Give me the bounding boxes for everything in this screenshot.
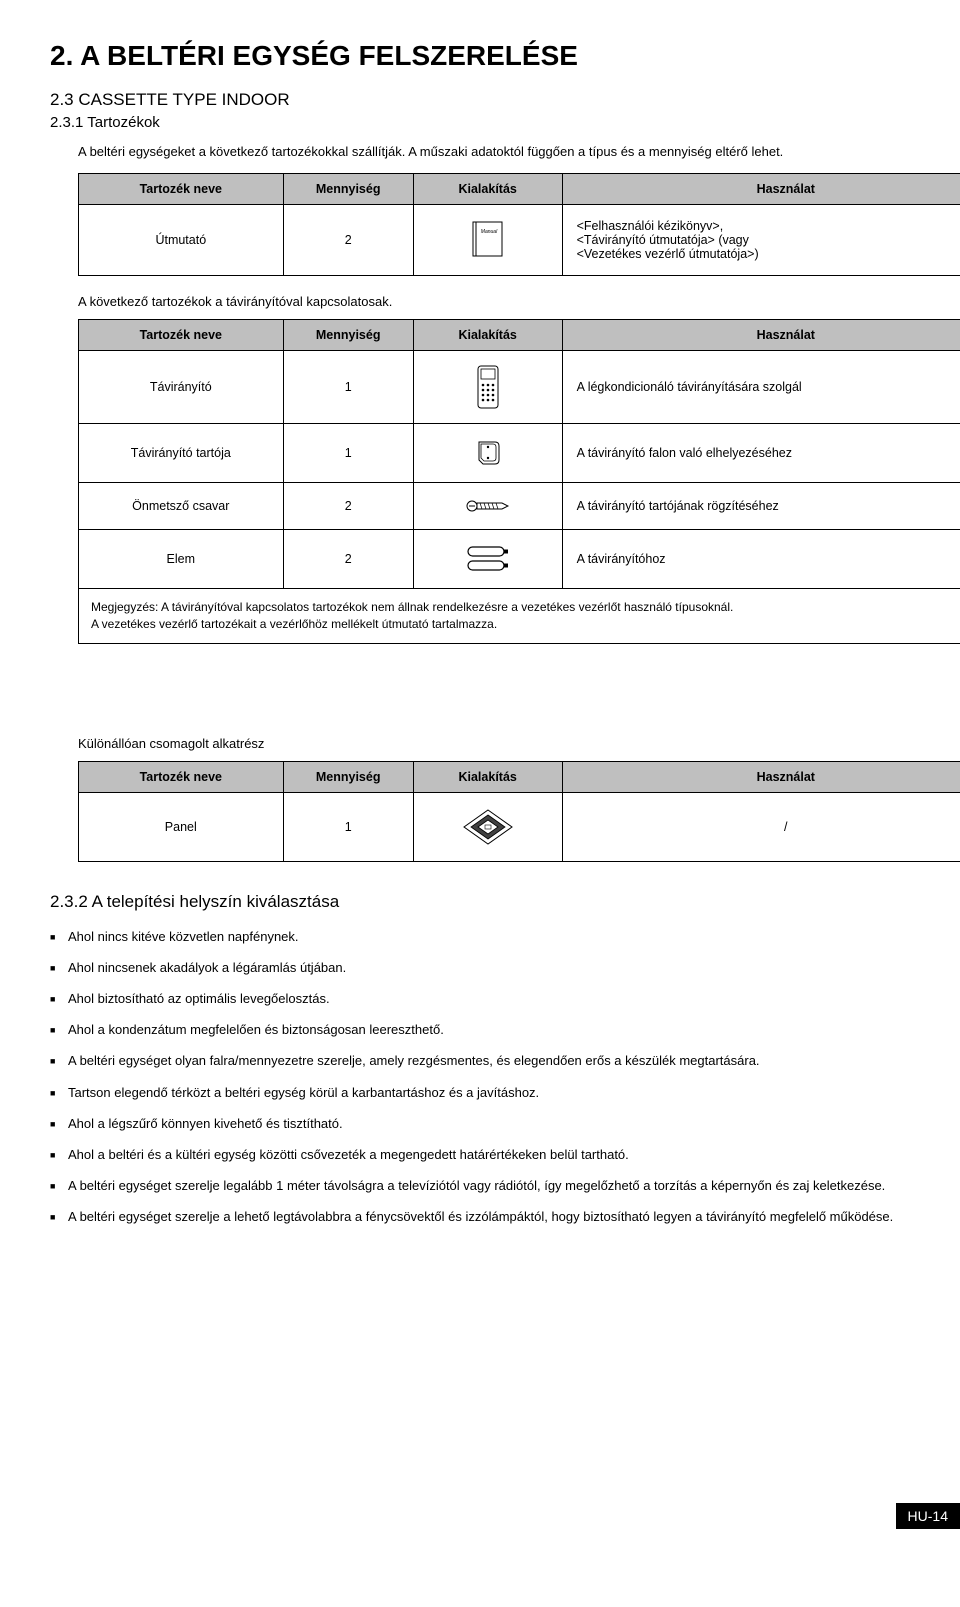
col-header-qty: Mennyiség bbox=[284, 174, 414, 205]
list-item: A beltéri egységet szerelje legalább 1 m… bbox=[50, 1177, 960, 1195]
cell-use: <Felhasználói kézikönyv>, <Távirányító ú… bbox=[563, 205, 960, 275]
col-header-use: Használat bbox=[563, 762, 960, 793]
cell-use: A légkondicionáló távirányítására szolgá… bbox=[563, 351, 960, 424]
cell-qty: 1 bbox=[284, 351, 414, 424]
cell-qty: 1 bbox=[284, 793, 414, 861]
screw-icon bbox=[466, 497, 510, 515]
table-row: Távirányító tartója 1 A távirányító falo… bbox=[79, 424, 960, 483]
battery-icon bbox=[465, 544, 511, 574]
col-header-use: Használat bbox=[563, 320, 960, 351]
remote-holder-icon bbox=[473, 438, 503, 468]
list-item: A beltéri egységet szerelje a lehető leg… bbox=[50, 1208, 960, 1226]
table-row: Önmetsző csavar 2 A távirányító tartóján… bbox=[79, 483, 960, 530]
col-header-name: Tartozék neve bbox=[79, 174, 284, 205]
cell-shape bbox=[414, 351, 563, 424]
remote-accessories-label: A következő tartozékok a távirányítóval … bbox=[78, 294, 960, 309]
table-row: Távirányító 1 A légkondicionáló távirány… bbox=[79, 351, 960, 424]
list-item: Ahol nincsenek akadályok a légáramlás út… bbox=[50, 959, 960, 977]
col-header-shape: Kialakítás bbox=[414, 174, 563, 205]
list-item: Ahol biztosítható az optimális levegőelo… bbox=[50, 990, 960, 1008]
cell-name: Távirányító bbox=[79, 351, 284, 424]
table-note-row: Megjegyzés: A távirányítóval kapcsolatos… bbox=[79, 589, 960, 643]
col-header-name: Tartozék neve bbox=[79, 762, 284, 793]
manual-book-icon: Manual bbox=[471, 220, 505, 260]
accessories-table-2: Tartozék neve Mennyiség Kialakítás Haszn… bbox=[78, 319, 960, 644]
section-2-3-1-heading: 2.3.1 Tartozékok bbox=[50, 114, 960, 131]
section-2-3-heading: 2.3 CASSETTE TYPE INDOOR bbox=[50, 90, 960, 110]
col-header-qty: Mennyiség bbox=[284, 320, 414, 351]
table-row: Útmutató 2 Manual <Felhasználói kéziköny… bbox=[79, 205, 960, 275]
table-note: Megjegyzés: A távirányítóval kapcsolatos… bbox=[79, 589, 960, 643]
cell-shape bbox=[414, 424, 563, 483]
list-item: Tartson elegendő térközt a beltéri egysé… bbox=[50, 1084, 960, 1102]
cell-use: A távirányítóhoz bbox=[563, 530, 960, 589]
table-header-row: Tartozék neve Mennyiség Kialakítás Haszn… bbox=[79, 320, 960, 351]
cell-qty: 2 bbox=[284, 205, 414, 275]
list-item: Ahol nincs kitéve közvetlen napfénynek. bbox=[50, 928, 960, 946]
accessories-table-1: Tartozék neve Mennyiség Kialakítás Haszn… bbox=[78, 173, 960, 276]
remote-control-icon bbox=[477, 365, 499, 409]
location-criteria-list: Ahol nincs kitéve közvetlen napfénynek. … bbox=[50, 928, 960, 1227]
cell-shape bbox=[414, 793, 563, 861]
svg-text:Manual: Manual bbox=[480, 229, 497, 235]
cell-use: A távirányító tartójának rögzítéséhez bbox=[563, 483, 960, 530]
list-item: Ahol a beltéri és a kültéri egység közöt… bbox=[50, 1146, 960, 1164]
section-2-3-2-heading: 2.3.2 A telepítési helyszín kiválasztása bbox=[50, 892, 960, 912]
cell-name: Önmetsző csavar bbox=[79, 483, 284, 530]
list-item: Ahol a kondenzátum megfelelően és bizton… bbox=[50, 1021, 960, 1039]
separate-parts-label: Különállóan csomagolt alkatrész bbox=[78, 736, 960, 751]
col-header-name: Tartozék neve bbox=[79, 320, 284, 351]
cell-name: Távirányító tartója bbox=[79, 424, 284, 483]
table-row: Panel 1 / bbox=[79, 793, 960, 861]
cell-shape bbox=[414, 530, 563, 589]
page-title: 2. A BELTÉRI EGYSÉG FELSZERELÉSE bbox=[50, 40, 960, 72]
accessories-table-3: Tartozék neve Mennyiség Kialakítás Haszn… bbox=[78, 761, 960, 862]
col-header-use: Használat bbox=[563, 174, 960, 205]
cell-name: Útmutató bbox=[79, 205, 284, 275]
cassette-panel-icon bbox=[460, 807, 516, 847]
cell-qty: 2 bbox=[284, 530, 414, 589]
cell-qty: 1 bbox=[284, 424, 414, 483]
col-header-qty: Mennyiség bbox=[284, 762, 414, 793]
cell-use: A távirányító falon való elhelyezéséhez bbox=[563, 424, 960, 483]
col-header-shape: Kialakítás bbox=[414, 320, 563, 351]
cell-name: Elem bbox=[79, 530, 284, 589]
list-item: A beltéri egységet olyan falra/mennyezet… bbox=[50, 1052, 960, 1070]
cell-name: Panel bbox=[79, 793, 284, 861]
col-header-shape: Kialakítás bbox=[414, 762, 563, 793]
table-header-row: Tartozék neve Mennyiség Kialakítás Haszn… bbox=[79, 762, 960, 793]
table-header-row: Tartozék neve Mennyiség Kialakítás Haszn… bbox=[79, 174, 960, 205]
table-row: Elem 2 A távirányítóhoz bbox=[79, 530, 960, 589]
cell-use: / bbox=[563, 793, 960, 861]
list-item: Ahol a légszűrő könnyen kivehető és tisz… bbox=[50, 1115, 960, 1133]
cell-shape bbox=[414, 483, 563, 530]
cell-qty: 2 bbox=[284, 483, 414, 530]
cell-shape: Manual bbox=[414, 205, 563, 275]
intro-paragraph: A beltéri egységeket a következő tartozé… bbox=[78, 144, 960, 159]
